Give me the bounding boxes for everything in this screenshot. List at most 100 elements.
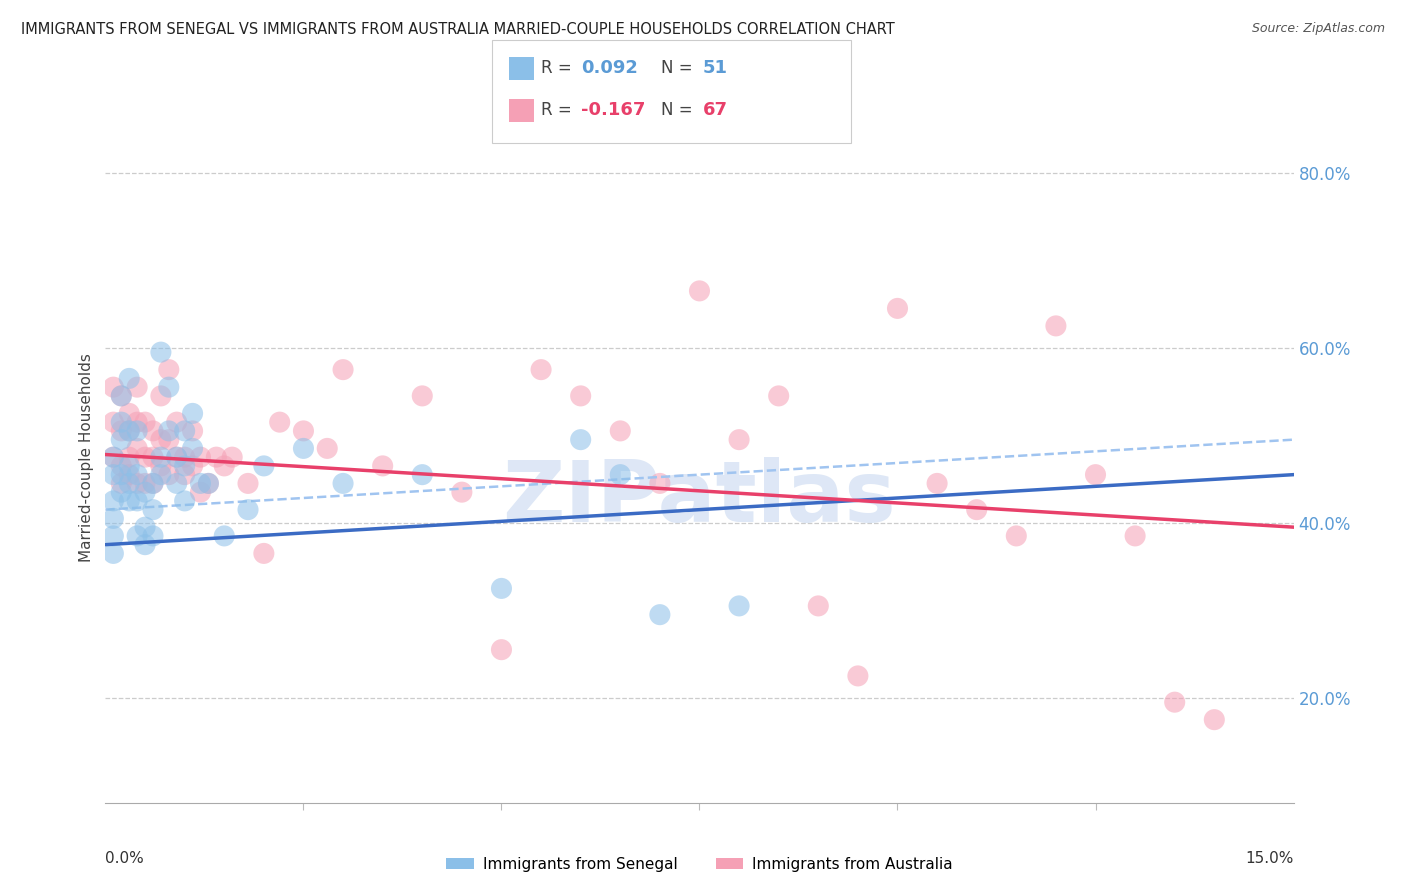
Point [253, 458, 276, 473]
Point [1084, 467, 1107, 482]
Point [530, 362, 553, 376]
Point [966, 502, 988, 516]
Point [149, 389, 172, 403]
Point [166, 415, 188, 429]
Point [103, 467, 125, 482]
Text: 67: 67 [703, 101, 728, 119]
Point [103, 380, 125, 394]
Point [609, 424, 631, 438]
Text: R =: R = [541, 101, 578, 119]
Point [142, 476, 165, 491]
Point [190, 485, 212, 500]
Point [157, 380, 180, 394]
Point [149, 345, 172, 359]
Point [118, 424, 141, 438]
Point [768, 389, 790, 403]
Point [205, 450, 228, 465]
Point [181, 458, 204, 473]
Point [157, 424, 180, 438]
Point [157, 362, 180, 376]
Point [149, 450, 172, 465]
Point [411, 467, 433, 482]
Point [110, 476, 132, 491]
Text: 0.092: 0.092 [581, 59, 637, 77]
Point [110, 485, 132, 500]
Text: 0.0%: 0.0% [105, 851, 145, 866]
Point [648, 607, 671, 622]
Point [110, 389, 132, 403]
Point [491, 582, 513, 596]
Point [110, 415, 132, 429]
Point [253, 546, 276, 560]
Point [269, 415, 291, 429]
Text: R =: R = [541, 59, 578, 77]
Point [1045, 318, 1067, 333]
Point [118, 494, 141, 508]
Point [110, 433, 132, 447]
Text: 15.0%: 15.0% [1246, 851, 1294, 866]
Point [127, 529, 149, 543]
Point [491, 642, 513, 657]
Point [181, 406, 204, 420]
Point [886, 301, 908, 316]
Legend: Immigrants from Senegal, Immigrants from Australia: Immigrants from Senegal, Immigrants from… [440, 851, 959, 878]
Point [173, 494, 195, 508]
Point [214, 529, 236, 543]
Point [569, 433, 592, 447]
Point [118, 458, 141, 473]
Point [1123, 529, 1146, 543]
Point [118, 476, 141, 491]
Point [103, 450, 125, 465]
Point [142, 424, 165, 438]
Point [166, 450, 188, 465]
Point [450, 485, 472, 500]
Point [103, 415, 125, 429]
Point [103, 546, 125, 560]
Point [134, 415, 156, 429]
Point [166, 450, 188, 465]
Point [134, 485, 156, 500]
Point [110, 389, 132, 403]
Point [142, 502, 165, 516]
Point [173, 467, 195, 482]
Point [173, 450, 195, 465]
Point [371, 458, 394, 473]
Point [332, 362, 354, 376]
Point [127, 467, 149, 482]
Text: N =: N = [661, 101, 697, 119]
Point [648, 476, 671, 491]
Point [103, 450, 125, 465]
Point [728, 433, 751, 447]
Point [157, 433, 180, 447]
Point [103, 511, 125, 525]
Point [118, 467, 141, 482]
Point [142, 476, 165, 491]
Point [149, 458, 172, 473]
Point [127, 494, 149, 508]
Point [197, 476, 219, 491]
Point [214, 458, 236, 473]
Point [807, 599, 830, 613]
Point [190, 476, 212, 491]
Point [118, 450, 141, 465]
Point [118, 424, 141, 438]
Point [149, 433, 172, 447]
Point [110, 458, 132, 473]
Point [110, 467, 132, 482]
Point [411, 389, 433, 403]
Point [925, 476, 948, 491]
Point [157, 467, 180, 482]
Point [142, 529, 165, 543]
Point [609, 467, 631, 482]
Point [134, 538, 156, 552]
Point [181, 424, 204, 438]
Point [1204, 713, 1226, 727]
Point [569, 389, 592, 403]
Point [181, 442, 204, 456]
Point [127, 415, 149, 429]
Point [142, 450, 165, 465]
Point [1005, 529, 1028, 543]
Point [134, 520, 156, 534]
Text: IMMIGRANTS FROM SENEGAL VS IMMIGRANTS FROM AUSTRALIA MARRIED-COUPLE HOUSEHOLDS C: IMMIGRANTS FROM SENEGAL VS IMMIGRANTS FR… [21, 22, 894, 37]
Point [292, 442, 315, 456]
